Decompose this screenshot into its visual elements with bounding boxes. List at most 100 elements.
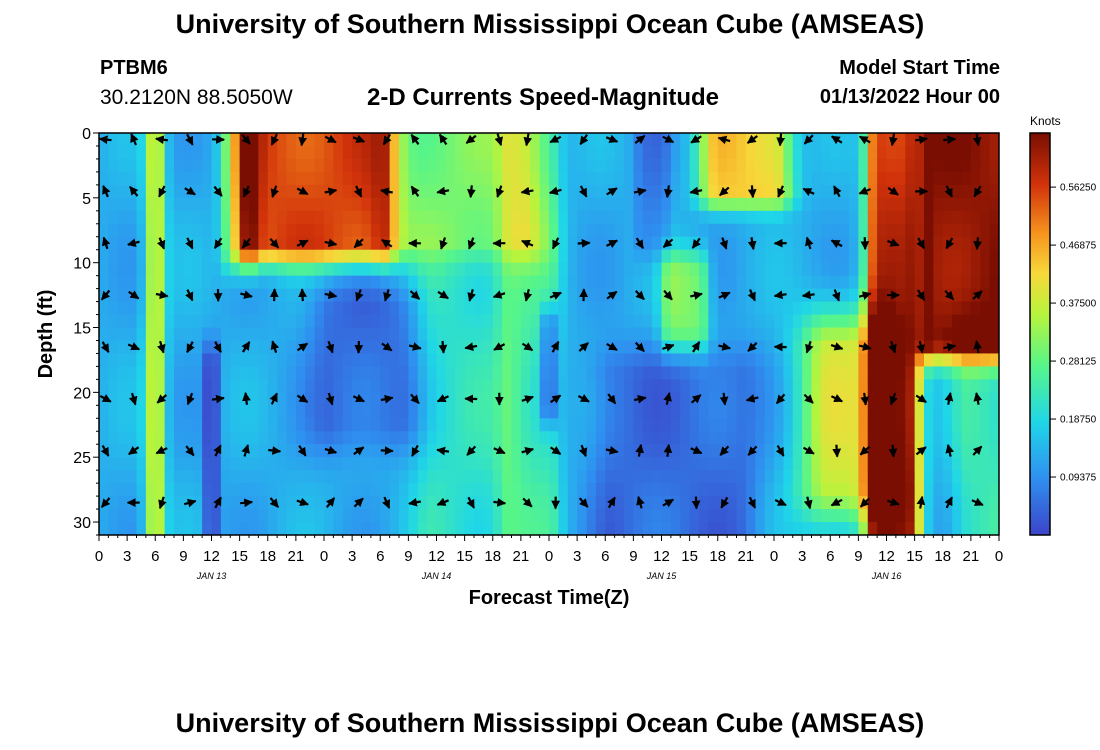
heatmap-cell <box>633 470 644 484</box>
current-vector <box>383 289 392 302</box>
heatmap-cell <box>549 314 559 329</box>
heatmap-cell <box>717 431 728 445</box>
heatmap-cell <box>952 431 963 445</box>
heatmap-cell <box>839 288 850 303</box>
current-vector <box>775 444 785 457</box>
heatmap-cell <box>745 184 756 199</box>
heatmap-cell <box>286 340 297 355</box>
heatmap-cell <box>333 236 344 251</box>
heatmap-cell <box>680 418 691 432</box>
heatmap-cell <box>989 314 999 329</box>
heatmap-cell <box>249 483 259 497</box>
heatmap-cell <box>858 470 869 484</box>
heatmap-cell <box>839 197 850 212</box>
heatmap-cell <box>708 197 719 212</box>
current-vector <box>184 186 196 196</box>
heatmap-cell <box>549 210 559 225</box>
heatmap-cell <box>352 171 363 186</box>
heatmap-cell <box>352 470 363 484</box>
heatmap-cell <box>849 301 859 316</box>
heatmap-cell <box>202 522 213 535</box>
heatmap-cell <box>127 483 138 497</box>
heatmap-cell <box>914 171 925 186</box>
heatmap-cell <box>492 353 503 368</box>
heatmap-cell <box>670 379 681 393</box>
heatmap-cell <box>380 249 391 264</box>
current-vector <box>916 289 926 301</box>
heatmap-cell <box>361 249 372 264</box>
heatmap-cell <box>427 262 438 277</box>
heatmap-cell <box>427 522 438 535</box>
heatmap-cell <box>736 275 747 290</box>
heatmap-cell <box>174 288 184 303</box>
heatmap-cell <box>474 418 484 432</box>
heatmap-cell <box>680 327 691 342</box>
heatmap-cell <box>192 262 203 277</box>
heatmap-cell <box>155 418 166 432</box>
heatmap-cell <box>839 470 850 484</box>
heatmap-cell <box>295 223 306 238</box>
heatmap-cell <box>417 444 428 458</box>
heatmap-cell <box>417 145 428 160</box>
heatmap-cell <box>117 418 128 432</box>
heatmap-cell <box>839 379 850 393</box>
heatmap-cell <box>192 275 203 290</box>
heatmap-cell <box>380 431 391 445</box>
heatmap-cell <box>530 483 541 497</box>
heatmap-cell <box>530 133 541 147</box>
heatmap-cell <box>380 483 391 497</box>
heatmap-cell <box>295 301 306 316</box>
heatmap-cell <box>324 262 334 277</box>
current-vector <box>634 341 645 353</box>
heatmap-cell <box>520 275 531 290</box>
heatmap-cell <box>708 405 719 419</box>
heatmap-cell <box>192 431 203 445</box>
heatmap-cell <box>286 457 297 471</box>
heatmap-cell <box>605 171 616 186</box>
heatmap-cell <box>670 288 681 303</box>
heatmap-cell <box>202 184 213 199</box>
heatmap-cell <box>755 392 766 406</box>
heatmap-cell <box>764 496 775 510</box>
heatmap-cell <box>980 197 991 212</box>
current-vector <box>944 392 954 405</box>
heatmap-cell <box>202 314 213 329</box>
heatmap-cell <box>202 158 213 173</box>
heatmap-cell <box>577 496 588 510</box>
heatmap-cell <box>895 379 906 393</box>
heatmap-cell <box>417 210 428 225</box>
heatmap-cell <box>980 418 991 432</box>
heatmap-cell <box>670 392 681 406</box>
heatmap-cell <box>136 314 147 329</box>
heatmap-cell <box>924 223 934 238</box>
heatmap-cell <box>417 223 428 238</box>
heatmap-cell <box>399 184 409 199</box>
current-vector <box>973 392 983 405</box>
heatmap-cell <box>502 210 513 225</box>
heatmap-cell <box>342 158 353 173</box>
heatmap-cell <box>427 366 438 380</box>
heatmap-cell <box>764 158 775 173</box>
y-axis-label: Depth (ft) <box>35 290 57 379</box>
heatmap-cell <box>511 223 522 238</box>
heatmap-cell <box>558 405 569 419</box>
heatmap-cell <box>108 470 119 484</box>
current-vector <box>467 237 477 250</box>
heatmap-cell <box>670 249 681 264</box>
heatmap-cell <box>895 197 906 212</box>
heatmap-cell <box>145 288 156 303</box>
heatmap-cell <box>342 444 353 458</box>
heatmap-cell <box>633 522 644 535</box>
heatmap-cell <box>474 496 484 510</box>
heatmap-cell <box>792 405 803 419</box>
heatmap-cell <box>905 210 916 225</box>
current-vector <box>213 444 222 457</box>
heatmap-cell <box>399 145 409 160</box>
heatmap-cell <box>174 431 184 445</box>
heatmap-cell <box>399 262 409 277</box>
heatmap-cell <box>595 457 606 471</box>
heatmap-cell <box>258 457 269 471</box>
heatmap-cell <box>436 158 447 173</box>
heatmap-cell <box>708 470 719 484</box>
heatmap-cell <box>755 405 766 419</box>
